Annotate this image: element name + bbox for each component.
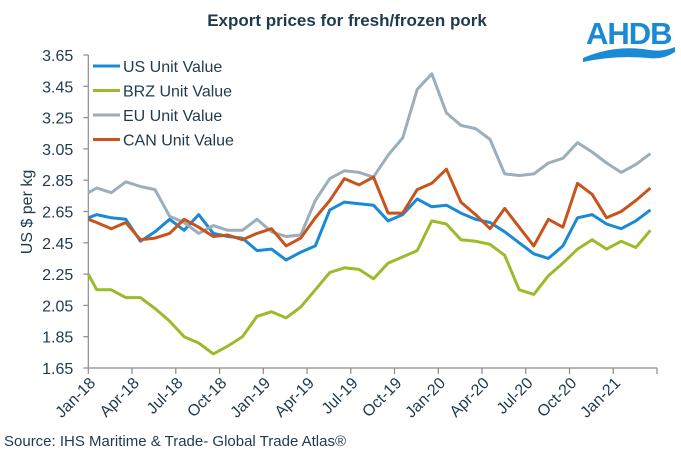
y-axis: 1.65 1.85 2.05 2.25 2.45 2.65 2.85 3.05 3.25 3.45… xyxy=(42,48,89,378)
x-tick-label: Jan-19 xyxy=(227,375,274,422)
series-line-brz xyxy=(86,219,652,356)
y-tick-label: 2.45 xyxy=(42,236,73,253)
y-axis-title: US $ per kg xyxy=(19,170,36,254)
x-tick-label: Jan-20 xyxy=(402,375,449,422)
ahdb-logo-text: AHDB xyxy=(586,16,672,51)
y-tick-label: 2.25 xyxy=(42,267,73,284)
x-tick-label: Apr-20 xyxy=(447,375,493,421)
y-tick-label: 1.85 xyxy=(42,330,73,347)
x-tick-label: Oct-20 xyxy=(534,375,580,421)
chart-title: Export prices for fresh/frozen pork xyxy=(207,11,487,30)
y-tick-label: 1.65 xyxy=(42,361,73,378)
source-note: Source: IHS Maritime & Trade- Global Tra… xyxy=(4,433,346,450)
x-tick-label: Oct-18 xyxy=(184,375,230,421)
x-tick-label: Jul-20 xyxy=(494,375,537,418)
x-tick-label: Jul-19 xyxy=(319,375,362,418)
x-tick-label: Jul-18 xyxy=(144,375,187,418)
y-tick-label: 3.25 xyxy=(42,111,73,128)
legend-label-can: CAN Unit Value xyxy=(123,133,234,150)
ahdb-logo-wave-icon xyxy=(583,47,675,62)
y-tick-label: 3.05 xyxy=(42,142,73,159)
y-tick-label: 2.65 xyxy=(42,205,73,222)
x-tick-label: Apr-19 xyxy=(272,375,318,421)
x-tick-label: Oct-19 xyxy=(359,375,405,421)
x-tick-label: Jan-18 xyxy=(53,375,100,422)
legend: US Unit Value BRZ Unit Value EU Unit Value… xyxy=(93,59,234,150)
legend-label-us: US Unit Value xyxy=(123,59,222,76)
y-tick-label: 2.85 xyxy=(42,173,73,190)
ahdb-logo: AHDB xyxy=(583,16,675,62)
y-tick-label: 3.45 xyxy=(42,79,73,96)
x-tick-label: Apr-18 xyxy=(97,375,143,421)
series-line-can xyxy=(87,167,652,248)
y-tick-label: 2.05 xyxy=(42,298,73,315)
series-line-eu xyxy=(87,72,652,238)
y-tick-label: 3.65 xyxy=(42,48,73,65)
legend-label-eu: EU Unit Value xyxy=(123,108,222,125)
legend-label-brz: BRZ Unit Value xyxy=(123,84,232,101)
series-group xyxy=(86,72,652,356)
x-tick-label: Jan-21 xyxy=(577,375,624,422)
